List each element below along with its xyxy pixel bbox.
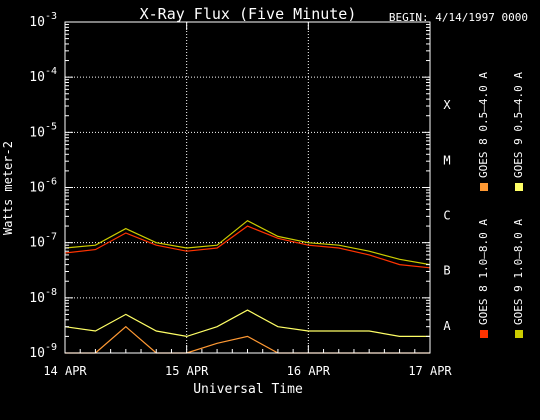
x-tick-label: 14 APR (43, 364, 87, 378)
y-tick-label: 10-6 (29, 177, 57, 196)
x-axis-label: Universal Time (193, 382, 303, 397)
flare-class-label: B (443, 264, 450, 278)
x-tick-label: 16 APR (287, 364, 331, 378)
legend-swatch (515, 183, 523, 191)
legend-swatch (480, 183, 488, 191)
legend-label: GOES 9 0.5–4.0 A (512, 72, 525, 178)
flare-class-label: M (443, 153, 450, 167)
y-tick-label: 10-8 (29, 287, 57, 306)
y-tick-label: 10-9 (29, 342, 57, 361)
y-axis: 10-9 10-8 10-7 10-6 10-5 10-4 10-3 (29, 11, 430, 361)
grid-lines (65, 22, 430, 353)
begin-label: BEGIN: 4/14/1997 0000 (389, 11, 528, 24)
legend-swatch (515, 330, 523, 338)
series-line (64, 219, 431, 266)
chart-title: X-Ray Flux (Five Minute) (140, 5, 357, 23)
flare-class-label: A (443, 319, 451, 333)
series-line (64, 225, 431, 269)
y-tick-label: 10-3 (29, 11, 57, 30)
y-tick-label: 10-5 (29, 121, 57, 140)
legend-label: GOES 8 0.5–4.0 A (477, 72, 490, 178)
y-tick-label: 10-4 (29, 66, 57, 85)
legend: GOES 8 0.5–4.0 A GOES 9 0.5–4.0 A GOES 8 1… (477, 72, 525, 338)
legend-label: GOES 9 1.0–8.0 A (512, 219, 525, 325)
flare-class-label: X (443, 98, 451, 112)
legend-swatch (480, 330, 488, 338)
series-lines (64, 219, 431, 354)
x-tick-label: 15 APR (165, 364, 209, 378)
flare-class-axis: A B C M X (443, 98, 451, 333)
flare-class-label: C (443, 209, 450, 223)
x-axis: 14 APR 15 APR 16 APR 17 APR (43, 22, 452, 378)
x-tick-label: 17 APR (408, 364, 452, 378)
legend-label: GOES 8 1.0–8.0 A (477, 219, 490, 325)
y-tick-label: 10-7 (29, 232, 57, 251)
y-axis-label: Watts meter-2 (1, 141, 15, 235)
series-line (64, 309, 430, 338)
